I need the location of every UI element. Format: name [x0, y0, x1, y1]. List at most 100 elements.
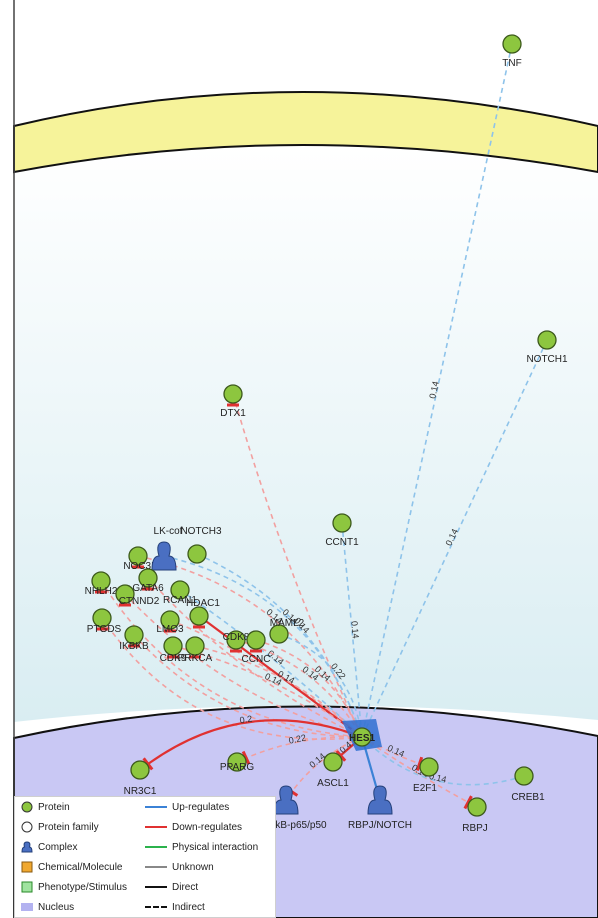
edge-rcan1-to-hes1[interactable]: [179, 589, 363, 738]
edge-hes1-to-pparg[interactable]: [236, 735, 363, 763]
node-ctnnd2[interactable]: CTNND2: [115, 584, 160, 607]
node-label: TNF: [502, 58, 521, 69]
legend-nucleus: Nucleus: [21, 901, 74, 915]
node-maml2[interactable]: MAML2: [269, 618, 305, 644]
edge-hes1-to-rbpj[interactable]: [361, 736, 478, 808]
node-dtx1[interactable]: DTX1: [220, 384, 246, 419]
node-e2f1[interactable]: E2F1: [413, 757, 439, 794]
edge-notch1-to-hes1[interactable]: [361, 339, 548, 738]
node-label: MAML2: [270, 618, 305, 629]
legend-label: Nucleus: [38, 902, 75, 913]
node-ccnt1[interactable]: CCNT1: [325, 513, 359, 548]
complex-icon: [151, 541, 177, 571]
node-label: PPARG: [220, 762, 254, 773]
node-ascl1[interactable]: ASCL1: [317, 752, 349, 789]
chemical-icon: [21, 861, 33, 873]
node-label: CCNC: [242, 654, 271, 665]
node-nfkb-p65-p50[interactable]: NfkB-p65/p50: [265, 785, 327, 831]
down-regulates-line-icon: [145, 826, 167, 829]
node-prkca[interactable]: PRKCA: [178, 636, 213, 664]
protein-icon: [502, 34, 522, 54]
node-cdk9[interactable]: CDK9: [160, 636, 187, 664]
node-label: PTGDS: [87, 624, 122, 635]
protein-icon: [332, 513, 352, 533]
node-notch1[interactable]: NOTCH1: [526, 330, 568, 365]
node-noc3l[interactable]: NOC3L: [123, 546, 157, 572]
legend-label: Phenotype/Stimulus: [38, 882, 127, 893]
node-label: NOTCH1: [526, 354, 568, 365]
node-rbpj-notch[interactable]: RBPJ/NOTCH: [348, 785, 412, 831]
edge-weight-label: 0.22: [288, 732, 307, 745]
edge-ikbkb-to-hes1[interactable]: [133, 634, 363, 738]
nodes-layer: TNF NOTCH1 DTX1 CCNT1 NOTCH3 NOC3L LK-cof GATA6…: [85, 34, 568, 834]
edge-tnf-to-hes1[interactable]: [361, 43, 513, 738]
node-label: NOC3L: [123, 561, 157, 572]
node-hdac1[interactable]: HDAC1: [186, 598, 220, 626]
edge-hes1-to-creb1[interactable]: [361, 736, 525, 786]
protein-family-icon: [21, 821, 33, 833]
protein-icon: [223, 384, 243, 404]
legend-unknown: Unknown: [145, 861, 214, 875]
node-label: PRKCA: [178, 653, 213, 664]
node-rcan1[interactable]: RCAN1: [163, 580, 197, 606]
legend-label: Protein family: [38, 822, 99, 833]
cytoplasm-region: [14, 145, 598, 722]
edge-lmo3-to-hes1[interactable]: [169, 619, 363, 738]
complex-icon: [367, 785, 393, 815]
inhibition-bar: [463, 795, 473, 810]
node-pparg[interactable]: PPARG: [220, 752, 254, 773]
legend-chemical: Chemical/Molecule: [21, 861, 122, 875]
edge-hes1-to-nr3c1[interactable]: [139, 719, 363, 771]
protein-icon: [227, 752, 247, 772]
protein-icon: [160, 610, 180, 630]
protein-icon: [130, 760, 150, 780]
node-label: LMO3: [156, 624, 184, 635]
protein-icon: [323, 752, 343, 772]
node-label: HDAC1: [186, 598, 220, 609]
legend-label: Protein: [38, 802, 70, 813]
node-label: CDK8: [223, 632, 250, 643]
node-ikbkb[interactable]: IKBKB: [119, 625, 149, 652]
edge-ccnc-to-hes1[interactable]: [255, 639, 363, 738]
protein-icon: [92, 608, 112, 628]
edge-hdac1-to-hes1[interactable]: [198, 615, 363, 738]
node-label: NR3C1: [124, 786, 157, 797]
node-hes1[interactable]: HES1: [349, 727, 376, 747]
legend-label: Chemical/Molecule: [38, 862, 123, 873]
unknown-line-icon: [145, 866, 167, 869]
complex-icon: [273, 785, 299, 815]
edge-weight-label: 0.14: [427, 380, 440, 399]
edge-noc3l-to-hes1[interactable]: [137, 555, 363, 738]
node-label: GATA6: [132, 583, 164, 594]
node-ccnc[interactable]: CCNC: [242, 630, 271, 665]
node-lmo3[interactable]: LMO3: [156, 610, 184, 635]
node-notch3[interactable]: NOTCH3: [180, 526, 222, 564]
node-gata6[interactable]: GATA6: [132, 568, 164, 594]
complex-icon: [21, 841, 33, 853]
node-nhlh2[interactable]: NHLH2: [85, 571, 118, 597]
legend-label: Physical interaction: [172, 842, 259, 853]
node-creb1[interactable]: CREB1: [511, 766, 545, 803]
legend-down: Down-regulates: [145, 821, 242, 835]
node-nr3c1[interactable]: NR3C1: [124, 760, 157, 797]
edge-nhlh2-to-hes1[interactable]: [100, 580, 363, 738]
edge-weight-label: 0.2: [239, 714, 253, 726]
node-label: HES1: [349, 733, 376, 744]
legend-label: Up-regulates: [172, 802, 230, 813]
protein-icon: [170, 580, 190, 600]
node-lk-cof[interactable]: LK-cof: [151, 526, 183, 571]
node-label: RBPJ/NOTCH: [348, 820, 412, 831]
node-rbpj[interactable]: RBPJ: [462, 797, 488, 834]
protein-icon: [537, 330, 557, 350]
protein-icon: [163, 636, 183, 656]
node-ptgds[interactable]: PTGDS: [87, 608, 122, 635]
node-tnf[interactable]: TNF: [502, 34, 522, 69]
plasma-membrane: [13, 91, 598, 174]
legend-complex: Complex: [21, 841, 77, 855]
edge-lk-cof-to-hes1[interactable]: [163, 555, 363, 738]
node-label: IKBKB: [119, 641, 149, 652]
edge-dtx1-to-hes1[interactable]: [232, 393, 363, 738]
node-cdk8[interactable]: CDK8: [223, 630, 250, 650]
